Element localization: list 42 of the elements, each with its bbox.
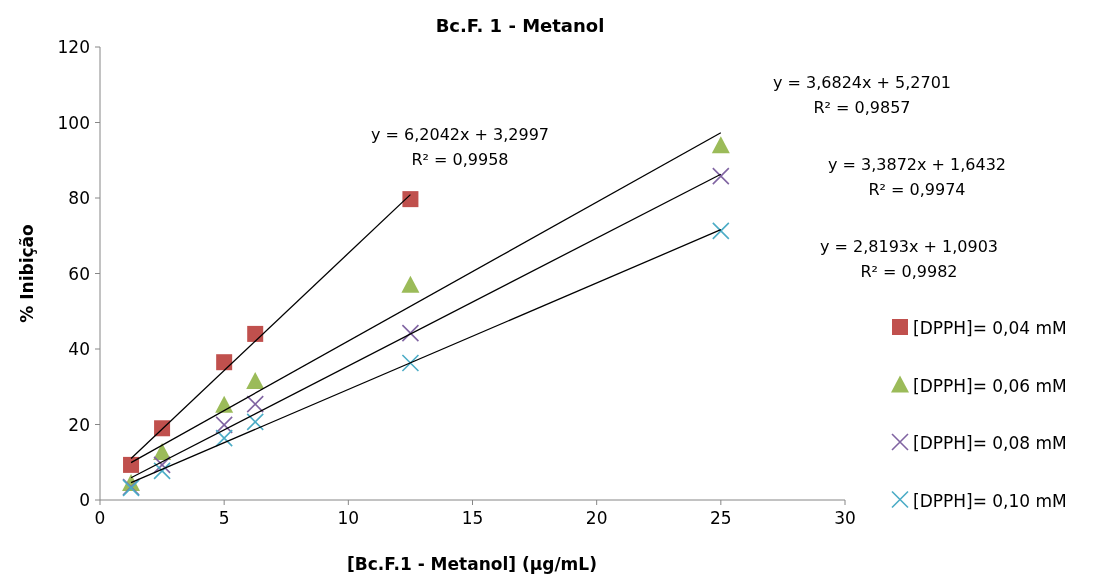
y-tick-label: 120 <box>57 37 90 57</box>
x-tick-label: 10 <box>337 508 360 528</box>
legend-label: [DPPH]= 0,06 mM <box>913 375 1067 396</box>
annotation: y = 6,2042x + 3,2997 R² = 0,9958 <box>370 125 550 169</box>
x-tick-label: 30 <box>834 508 856 528</box>
y-tick-label: 60 <box>68 263 90 284</box>
y-axis-title: % Inibição <box>17 224 37 323</box>
point <box>153 462 171 480</box>
x-tick-label: 15 <box>461 508 484 528</box>
annotation: y = 3,6824x + 5,2701 R² = 0,9857 <box>772 73 952 117</box>
x-tick-label: 20 <box>585 508 608 528</box>
point <box>215 429 233 447</box>
point <box>246 372 265 390</box>
annotation: y = 2,8193x + 1,0903 R² = 0,9982 <box>819 237 999 281</box>
legend-label: [DPPH]= 0,04 mM <box>913 318 1067 338</box>
point <box>401 354 420 372</box>
chart-title: Bc.F. 1 - Metanol <box>435 15 605 36</box>
point <box>401 275 420 293</box>
point <box>246 395 265 413</box>
point <box>123 456 140 473</box>
y-tick-label: 0 <box>79 490 90 510</box>
point <box>215 416 233 434</box>
y-tick-label: 80 <box>68 188 90 208</box>
y-tick-label: 40 <box>68 339 90 359</box>
legend-label: [DPPH]= 0,10 mM <box>913 490 1067 511</box>
point <box>711 136 730 154</box>
x-axis-title: [Bc.F.1 - Metanol] (µg/mL) <box>347 554 597 574</box>
point <box>712 222 730 240</box>
point <box>401 324 420 342</box>
point <box>247 325 264 342</box>
point <box>246 413 265 431</box>
annotation: y = 3,3872x + 1,6432 R² = 0,9974 <box>827 155 1007 199</box>
point <box>712 167 730 185</box>
point <box>402 191 419 208</box>
x-tick-label: 25 <box>710 508 732 528</box>
legend-label: [DPPH]= 0,08 mM <box>913 433 1067 453</box>
y-tick-label: 20 <box>68 414 90 435</box>
y-tick-label: 100 <box>57 112 90 133</box>
point <box>153 456 171 474</box>
point <box>216 354 233 371</box>
x-tick-label: 0 <box>94 508 106 528</box>
x-tick-label: 5 <box>218 508 230 528</box>
